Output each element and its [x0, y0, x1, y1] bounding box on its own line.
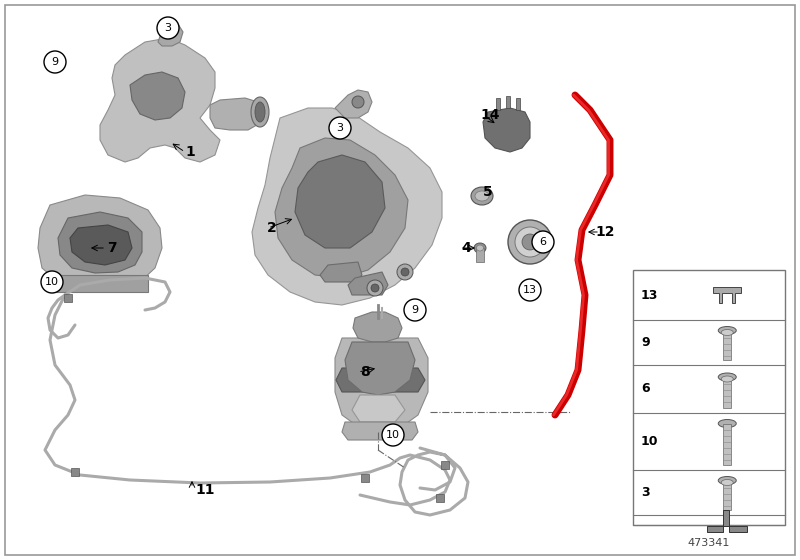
- Ellipse shape: [722, 376, 734, 382]
- Polygon shape: [130, 72, 185, 120]
- Polygon shape: [70, 225, 132, 265]
- Ellipse shape: [718, 477, 736, 484]
- Text: 12: 12: [595, 225, 614, 239]
- Ellipse shape: [722, 329, 734, 335]
- Polygon shape: [320, 262, 362, 282]
- Ellipse shape: [255, 102, 265, 122]
- Polygon shape: [345, 342, 415, 395]
- Circle shape: [157, 17, 179, 39]
- Text: 8: 8: [360, 365, 370, 379]
- Text: 3: 3: [337, 123, 343, 133]
- Circle shape: [522, 234, 538, 250]
- Text: 6: 6: [641, 382, 650, 395]
- Ellipse shape: [251, 97, 269, 127]
- Bar: [436, 494, 444, 502]
- Circle shape: [329, 117, 351, 139]
- Circle shape: [401, 268, 409, 276]
- Ellipse shape: [471, 187, 493, 205]
- Polygon shape: [275, 138, 408, 278]
- Polygon shape: [707, 510, 747, 532]
- Text: 10: 10: [641, 435, 658, 448]
- Polygon shape: [58, 212, 142, 273]
- Circle shape: [508, 220, 552, 264]
- Ellipse shape: [474, 243, 486, 253]
- Polygon shape: [336, 368, 425, 392]
- Bar: [723, 423, 731, 465]
- Bar: [476, 248, 484, 262]
- Circle shape: [367, 280, 383, 296]
- Text: 9: 9: [51, 57, 58, 67]
- Circle shape: [397, 264, 413, 280]
- Circle shape: [352, 96, 364, 108]
- Bar: [723, 333, 731, 360]
- Bar: [723, 483, 731, 510]
- Bar: [64, 294, 72, 302]
- Text: 14: 14: [480, 108, 500, 122]
- Ellipse shape: [722, 479, 734, 486]
- Circle shape: [515, 227, 545, 257]
- Bar: [71, 468, 79, 476]
- Polygon shape: [483, 108, 530, 152]
- Text: 4: 4: [461, 241, 471, 255]
- Text: 13: 13: [641, 288, 658, 301]
- Text: 10: 10: [386, 430, 400, 440]
- Ellipse shape: [718, 419, 736, 427]
- Polygon shape: [352, 395, 405, 422]
- Ellipse shape: [718, 326, 736, 334]
- Text: 7: 7: [107, 241, 117, 255]
- Text: 6: 6: [539, 237, 546, 247]
- Text: 10: 10: [45, 277, 59, 287]
- Bar: [723, 379, 731, 408]
- Text: 1: 1: [185, 145, 195, 159]
- Circle shape: [382, 424, 404, 446]
- Text: 3: 3: [641, 486, 650, 499]
- Text: 2: 2: [267, 221, 277, 235]
- Bar: [506, 96, 510, 108]
- Bar: [516, 98, 520, 110]
- Polygon shape: [100, 38, 220, 162]
- Text: 13: 13: [523, 285, 537, 295]
- Text: 473341: 473341: [688, 538, 730, 548]
- Circle shape: [404, 299, 426, 321]
- Ellipse shape: [477, 245, 483, 251]
- Circle shape: [46, 276, 58, 288]
- Polygon shape: [210, 98, 265, 130]
- Text: 11: 11: [195, 483, 214, 497]
- Text: 9: 9: [411, 305, 418, 315]
- Circle shape: [44, 51, 66, 73]
- Polygon shape: [252, 108, 442, 305]
- Bar: [361, 474, 369, 482]
- Bar: [441, 461, 449, 469]
- Text: 3: 3: [165, 23, 171, 33]
- Circle shape: [532, 231, 554, 253]
- Text: 9: 9: [641, 336, 650, 349]
- Polygon shape: [714, 287, 742, 303]
- Ellipse shape: [475, 191, 489, 201]
- Circle shape: [41, 271, 63, 293]
- Circle shape: [519, 279, 541, 301]
- Circle shape: [371, 284, 379, 292]
- Text: 5: 5: [483, 185, 493, 199]
- Bar: [496, 98, 500, 110]
- Ellipse shape: [718, 373, 736, 381]
- Polygon shape: [295, 155, 385, 248]
- Polygon shape: [353, 312, 402, 342]
- Polygon shape: [335, 90, 372, 118]
- Polygon shape: [158, 22, 183, 46]
- Polygon shape: [38, 195, 162, 292]
- Polygon shape: [348, 272, 388, 295]
- Polygon shape: [335, 338, 428, 432]
- Polygon shape: [50, 275, 148, 292]
- Polygon shape: [342, 422, 418, 440]
- Bar: [633, 270, 785, 525]
